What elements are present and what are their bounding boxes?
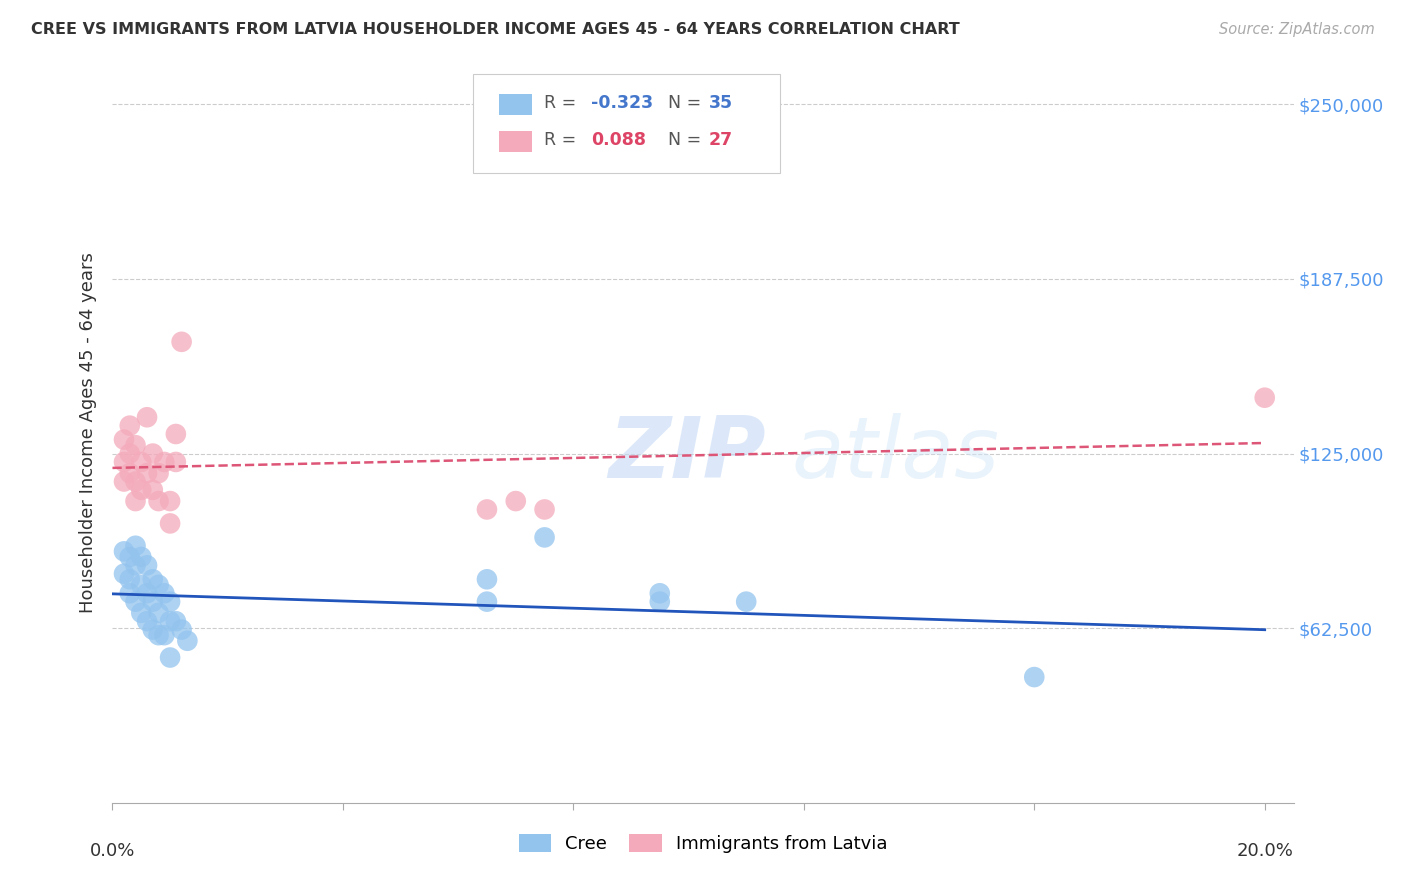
Point xyxy=(176,633,198,648)
Point xyxy=(136,410,159,425)
Point xyxy=(153,455,176,469)
Point xyxy=(475,572,498,586)
Text: atlas: atlas xyxy=(792,413,1000,496)
Point xyxy=(735,594,758,608)
Point xyxy=(118,549,141,564)
Point xyxy=(136,558,159,573)
Point xyxy=(124,494,146,508)
Point xyxy=(124,594,146,608)
Text: R =: R = xyxy=(544,131,581,149)
Point xyxy=(475,502,498,516)
Point xyxy=(148,606,170,620)
Point xyxy=(124,558,146,573)
Point xyxy=(112,455,135,469)
Point xyxy=(648,594,671,608)
Point xyxy=(648,586,671,600)
Point xyxy=(112,475,135,489)
Point xyxy=(142,572,165,586)
Text: -0.323: -0.323 xyxy=(591,95,652,112)
Point xyxy=(118,418,141,433)
Point xyxy=(165,455,187,469)
Point xyxy=(129,606,152,620)
FancyBboxPatch shape xyxy=(472,73,780,173)
Text: 27: 27 xyxy=(709,131,733,149)
Point xyxy=(159,516,181,531)
Point xyxy=(142,446,165,460)
Point xyxy=(165,427,187,442)
Point xyxy=(118,466,141,480)
Point xyxy=(170,623,193,637)
Text: 0.0%: 0.0% xyxy=(90,842,135,860)
Point xyxy=(124,539,146,553)
Point xyxy=(159,614,181,628)
Legend: Cree, Immigrants from Latvia: Cree, Immigrants from Latvia xyxy=(512,827,894,861)
Point xyxy=(148,628,170,642)
Text: R =: R = xyxy=(544,95,581,112)
Point xyxy=(136,586,159,600)
Point xyxy=(533,530,555,544)
Point xyxy=(505,494,527,508)
Point xyxy=(142,483,165,497)
Point xyxy=(533,502,555,516)
Point xyxy=(170,334,193,349)
Point xyxy=(124,438,146,452)
Point xyxy=(129,483,152,497)
Point xyxy=(148,466,170,480)
Point xyxy=(129,549,152,564)
Text: Source: ZipAtlas.com: Source: ZipAtlas.com xyxy=(1219,22,1375,37)
Point xyxy=(1254,391,1277,405)
FancyBboxPatch shape xyxy=(499,131,531,152)
Text: 0.088: 0.088 xyxy=(591,131,645,149)
Text: 35: 35 xyxy=(709,95,733,112)
Text: ZIP: ZIP xyxy=(609,413,766,496)
Point xyxy=(112,433,135,447)
FancyBboxPatch shape xyxy=(499,95,531,115)
Text: N =: N = xyxy=(668,131,706,149)
Point xyxy=(124,475,146,489)
Point xyxy=(112,566,135,581)
Text: CREE VS IMMIGRANTS FROM LATVIA HOUSEHOLDER INCOME AGES 45 - 64 YEARS CORRELATION: CREE VS IMMIGRANTS FROM LATVIA HOUSEHOLD… xyxy=(31,22,960,37)
Point xyxy=(112,544,135,558)
Point xyxy=(118,446,141,460)
Point xyxy=(118,586,141,600)
Point xyxy=(142,623,165,637)
Y-axis label: Householder Income Ages 45 - 64 years: Householder Income Ages 45 - 64 years xyxy=(79,252,97,613)
Point xyxy=(148,578,170,592)
Point xyxy=(148,494,170,508)
Point xyxy=(165,614,187,628)
Point xyxy=(129,578,152,592)
Point xyxy=(159,650,181,665)
Point xyxy=(153,586,176,600)
Point xyxy=(475,594,498,608)
Point xyxy=(129,455,152,469)
Point xyxy=(136,466,159,480)
Point xyxy=(136,614,159,628)
Text: N =: N = xyxy=(668,95,706,112)
Point xyxy=(118,572,141,586)
Point xyxy=(153,628,176,642)
Point xyxy=(159,494,181,508)
Point xyxy=(142,594,165,608)
Text: 20.0%: 20.0% xyxy=(1236,842,1294,860)
Point xyxy=(1024,670,1046,684)
Point xyxy=(159,594,181,608)
